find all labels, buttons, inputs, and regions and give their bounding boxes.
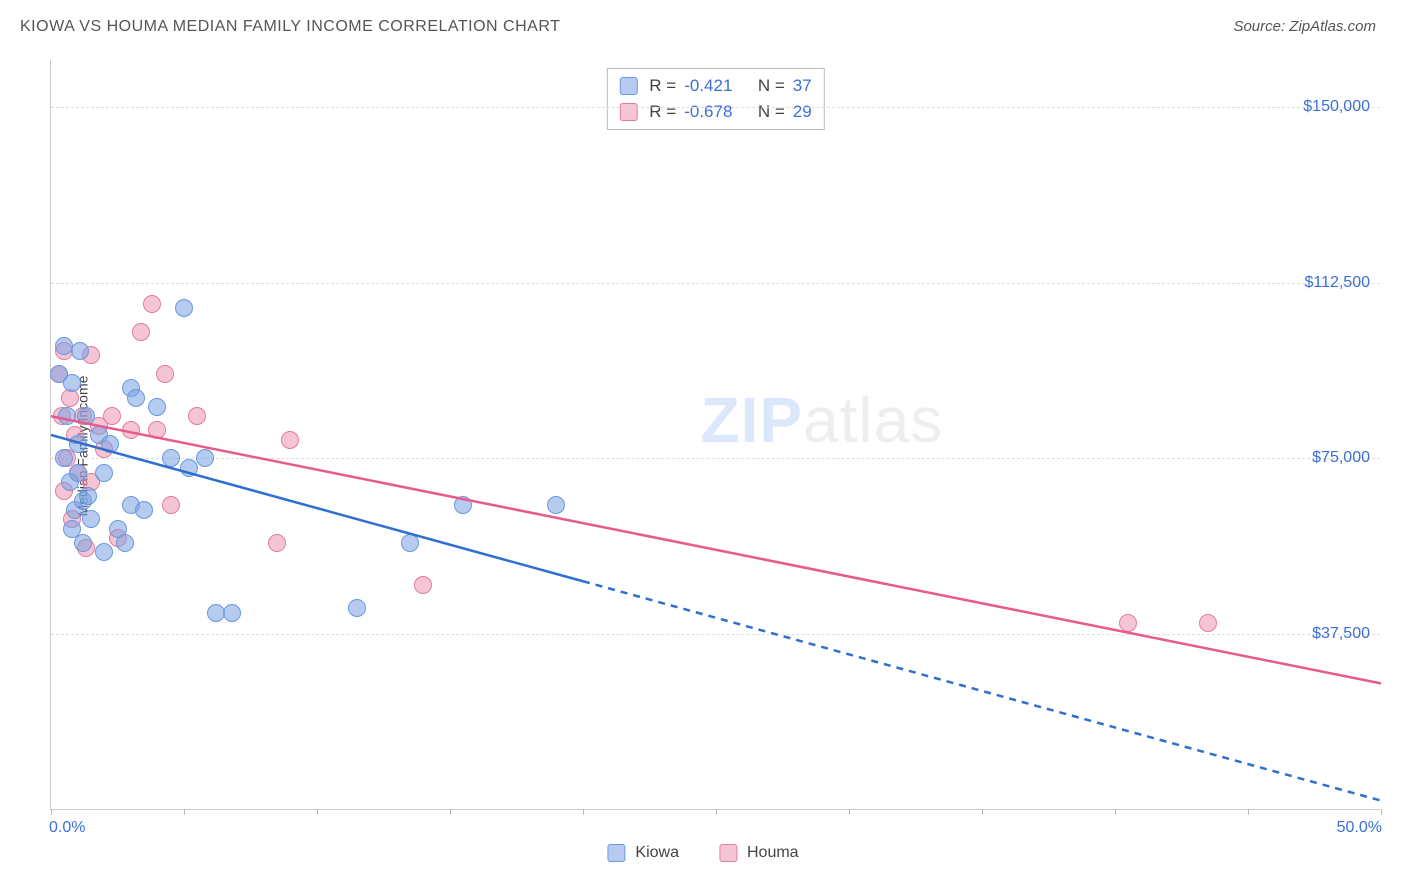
legend-label: Kiowa — [635, 844, 679, 862]
y-tick-label: $112,500 — [1304, 274, 1370, 292]
scatter-point — [1119, 614, 1137, 632]
y-tick-label: $37,500 — [1312, 625, 1370, 643]
scatter-point — [74, 534, 92, 552]
x-tick-label-right: 50.0% — [1337, 819, 1382, 837]
scatter-point — [148, 398, 166, 416]
x-tick — [51, 809, 52, 815]
scatter-point — [162, 449, 180, 467]
scatter-point — [132, 323, 150, 341]
scatter-point — [175, 299, 193, 317]
scatter-point — [82, 510, 100, 528]
grid-line — [51, 634, 1380, 635]
stat-r-label: R = — [649, 99, 676, 125]
grid-line — [51, 107, 1380, 108]
scatter-point — [143, 295, 161, 313]
scatter-point — [101, 435, 119, 453]
scatter-point — [116, 534, 134, 552]
regression-line — [51, 416, 1381, 683]
x-tick-label-left: 0.0% — [49, 819, 85, 837]
scatter-point — [55, 449, 73, 467]
chart-title: KIOWA VS HOUMA MEDIAN FAMILY INCOME CORR… — [20, 18, 560, 36]
scatter-point — [196, 449, 214, 467]
x-tick — [1381, 809, 1382, 815]
x-tick — [583, 809, 584, 815]
scatter-point — [547, 496, 565, 514]
x-tick — [716, 809, 717, 815]
scatter-point — [414, 576, 432, 594]
stats-box: R = -0.421 N = 37 R = -0.678 N = 29 — [606, 68, 824, 130]
scatter-point — [69, 464, 87, 482]
x-tick — [1248, 809, 1249, 815]
scatter-point — [69, 435, 87, 453]
x-tick — [849, 809, 850, 815]
swatch-houma-icon — [719, 844, 737, 862]
swatch-kiowa-icon — [607, 844, 625, 862]
stats-row-houma: R = -0.678 N = 29 — [619, 99, 811, 125]
scatter-point — [1199, 614, 1217, 632]
x-tick — [982, 809, 983, 815]
plot-area: ZIPatlas R = -0.421 N = 37 R = -0.678 N … — [50, 60, 1380, 810]
scatter-point — [135, 501, 153, 519]
grid-line — [51, 283, 1380, 284]
scatter-point — [71, 342, 89, 360]
scatter-point — [162, 496, 180, 514]
legend-label: Houma — [747, 844, 799, 862]
scatter-point — [180, 459, 198, 477]
legend-item-kiowa: Kiowa — [607, 844, 679, 862]
scatter-point — [188, 407, 206, 425]
scatter-point — [63, 374, 81, 392]
grid-line — [51, 458, 1380, 459]
stat-n-value: 37 — [793, 73, 812, 99]
x-tick — [1115, 809, 1116, 815]
stat-n-label: N = — [758, 73, 785, 99]
stat-n-label: N = — [758, 99, 785, 125]
scatter-point — [127, 389, 145, 407]
x-tick — [184, 809, 185, 815]
y-tick-label: $150,000 — [1303, 98, 1370, 116]
scatter-point — [454, 496, 472, 514]
legend: Kiowa Houma — [607, 844, 798, 862]
scatter-point — [281, 431, 299, 449]
x-tick — [317, 809, 318, 815]
scatter-point — [58, 407, 76, 425]
scatter-point — [223, 604, 241, 622]
scatter-point — [103, 407, 121, 425]
watermark: ZIPatlas — [700, 383, 943, 457]
scatter-point — [77, 407, 95, 425]
stat-r-label: R = — [649, 73, 676, 99]
scatter-point — [156, 365, 174, 383]
stat-r-value: -0.421 — [684, 73, 732, 99]
scatter-point — [95, 543, 113, 561]
scatter-point — [79, 487, 97, 505]
regression-overlay — [51, 60, 1381, 810]
x-tick — [450, 809, 451, 815]
swatch-houma-icon — [619, 103, 637, 121]
scatter-point — [122, 421, 140, 439]
y-tick-label: $75,000 — [1312, 449, 1370, 467]
stat-n-value: 29 — [793, 99, 812, 125]
scatter-point — [401, 534, 419, 552]
scatter-point — [95, 464, 113, 482]
legend-item-houma: Houma — [719, 844, 799, 862]
scatter-point — [148, 421, 166, 439]
stats-row-kiowa: R = -0.421 N = 37 — [619, 73, 811, 99]
stat-r-value: -0.678 — [684, 99, 732, 125]
source-label: Source: ZipAtlas.com — [1233, 18, 1376, 35]
scatter-point — [348, 599, 366, 617]
regression-line — [583, 581, 1381, 800]
swatch-kiowa-icon — [619, 77, 637, 95]
scatter-point — [268, 534, 286, 552]
